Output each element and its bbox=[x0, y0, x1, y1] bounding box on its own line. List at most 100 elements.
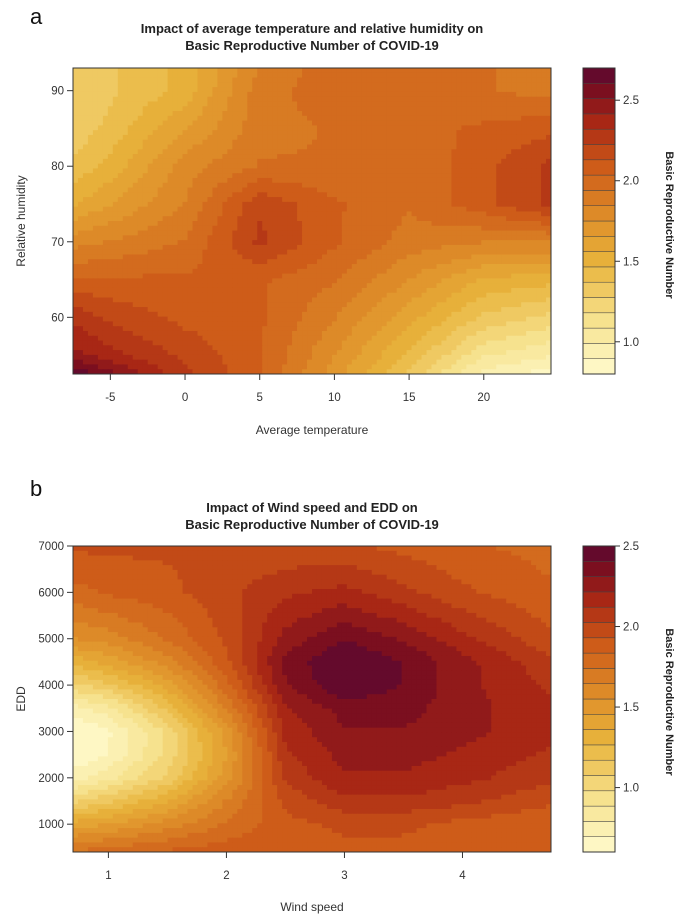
heatmap-cell bbox=[192, 168, 199, 174]
heatmap-cell bbox=[371, 101, 378, 107]
heatmap-cell bbox=[391, 311, 398, 318]
heatmap-cell bbox=[321, 268, 328, 275]
heatmap-cell bbox=[257, 244, 263, 251]
heatmap-cell bbox=[526, 287, 532, 294]
heatmap-cell bbox=[127, 249, 134, 256]
heatmap-cell bbox=[307, 173, 313, 179]
heatmap-cell bbox=[501, 197, 507, 203]
heatmap-cell bbox=[217, 297, 223, 303]
heatmap-cell bbox=[546, 230, 551, 236]
heatmap-cell bbox=[82, 197, 89, 203]
heatmap-cell bbox=[511, 297, 517, 303]
heatmap-cell bbox=[451, 273, 457, 279]
heatmap-cell bbox=[361, 307, 368, 313]
heatmap-cell bbox=[316, 173, 323, 179]
heatmap-cell bbox=[336, 287, 343, 294]
heatmap-cell bbox=[177, 139, 184, 146]
heatmap-cell bbox=[117, 211, 124, 217]
heatmap-cell bbox=[426, 87, 433, 93]
heatmap-cell bbox=[257, 216, 263, 222]
heatmap-cell bbox=[441, 230, 448, 236]
heatmap-cell bbox=[486, 216, 492, 222]
heatmap-cell bbox=[451, 216, 457, 222]
heatmap-cell bbox=[252, 302, 258, 308]
heatmap-cell bbox=[451, 130, 457, 136]
heatmap-cell bbox=[431, 125, 438, 131]
heatmap-cell bbox=[506, 149, 512, 155]
heatmap-cell bbox=[461, 144, 467, 150]
heatmap-cell bbox=[346, 87, 353, 93]
heatmap-cell bbox=[77, 235, 84, 241]
heatmap-cell bbox=[536, 211, 542, 217]
heatmap-cell bbox=[247, 268, 253, 275]
heatmap-cell bbox=[476, 72, 482, 79]
heatmap-cell bbox=[77, 96, 84, 103]
heatmap-cell bbox=[267, 168, 273, 174]
heatmap-cell bbox=[506, 154, 512, 160]
heatmap-cell bbox=[526, 158, 532, 165]
heatmap-cell bbox=[127, 192, 134, 198]
heatmap-cell bbox=[411, 120, 418, 126]
heatmap-cell bbox=[396, 125, 403, 131]
heatmap-cell bbox=[212, 177, 218, 184]
heatmap-cell bbox=[187, 259, 194, 265]
heatmap-cell bbox=[371, 206, 378, 213]
heatmap-cell bbox=[177, 211, 184, 217]
heatmap-cell bbox=[331, 87, 338, 93]
heatmap-cell bbox=[476, 120, 482, 126]
heatmap-cell bbox=[366, 201, 373, 208]
heatmap-cell bbox=[511, 177, 517, 184]
heatmap-cell bbox=[316, 235, 323, 241]
heatmap-cell bbox=[441, 221, 448, 227]
heatmap-cell bbox=[262, 216, 268, 222]
heatmap-cell bbox=[147, 311, 154, 318]
heatmap-cell bbox=[411, 292, 418, 299]
heatmap-cell bbox=[446, 311, 453, 318]
heatmap-cell bbox=[307, 206, 313, 213]
heatmap-cell bbox=[431, 173, 438, 179]
heatmap-cell bbox=[466, 101, 472, 107]
heatmap-cell bbox=[451, 111, 457, 117]
heatmap-cell bbox=[127, 101, 134, 107]
heatmap-cell bbox=[82, 268, 89, 275]
heatmap-cell bbox=[92, 134, 99, 141]
heatmap-cell bbox=[321, 87, 328, 93]
heatmap-cell bbox=[431, 91, 438, 98]
heatmap-cell bbox=[302, 139, 308, 146]
heatmap-cell bbox=[112, 139, 119, 146]
heatmap-cell bbox=[531, 96, 537, 103]
heatmap-cell bbox=[496, 115, 502, 122]
heatmap-cell bbox=[272, 235, 278, 241]
heatmap-cell bbox=[227, 197, 233, 203]
heatmap-cell bbox=[541, 249, 547, 256]
heatmap-cell bbox=[406, 259, 413, 265]
heatmap-cell bbox=[77, 316, 84, 323]
heatmap-cell bbox=[117, 120, 124, 126]
heatmap-cell bbox=[376, 211, 383, 217]
heatmap-cell bbox=[436, 206, 443, 213]
heatmap-cell bbox=[132, 139, 139, 146]
heatmap-cell bbox=[376, 249, 383, 256]
heatmap-cell bbox=[416, 96, 423, 103]
heatmap-cell bbox=[162, 264, 169, 270]
heatmap-cell bbox=[436, 168, 443, 174]
heatmap-cell bbox=[262, 283, 268, 289]
heatmap-cell bbox=[257, 206, 263, 213]
heatmap-cell bbox=[217, 96, 223, 103]
heatmap-cell bbox=[107, 125, 114, 131]
heatmap-cell bbox=[142, 139, 149, 146]
heatmap-cell bbox=[177, 173, 184, 179]
heatmap-cell bbox=[132, 149, 139, 155]
heatmap-cell bbox=[117, 144, 124, 150]
heatmap-cell bbox=[471, 120, 477, 126]
heatmap-cell bbox=[82, 173, 89, 179]
heatmap-cell bbox=[242, 216, 248, 222]
heatmap-cell bbox=[267, 192, 273, 198]
heatmap-cell bbox=[501, 249, 507, 256]
heatmap-cell bbox=[207, 101, 214, 107]
heatmap-cell bbox=[292, 292, 298, 299]
heatmap-cell bbox=[361, 287, 368, 294]
heatmap-cell bbox=[167, 149, 174, 155]
heatmap-cell bbox=[92, 68, 99, 74]
heatmap-cell bbox=[217, 201, 223, 208]
